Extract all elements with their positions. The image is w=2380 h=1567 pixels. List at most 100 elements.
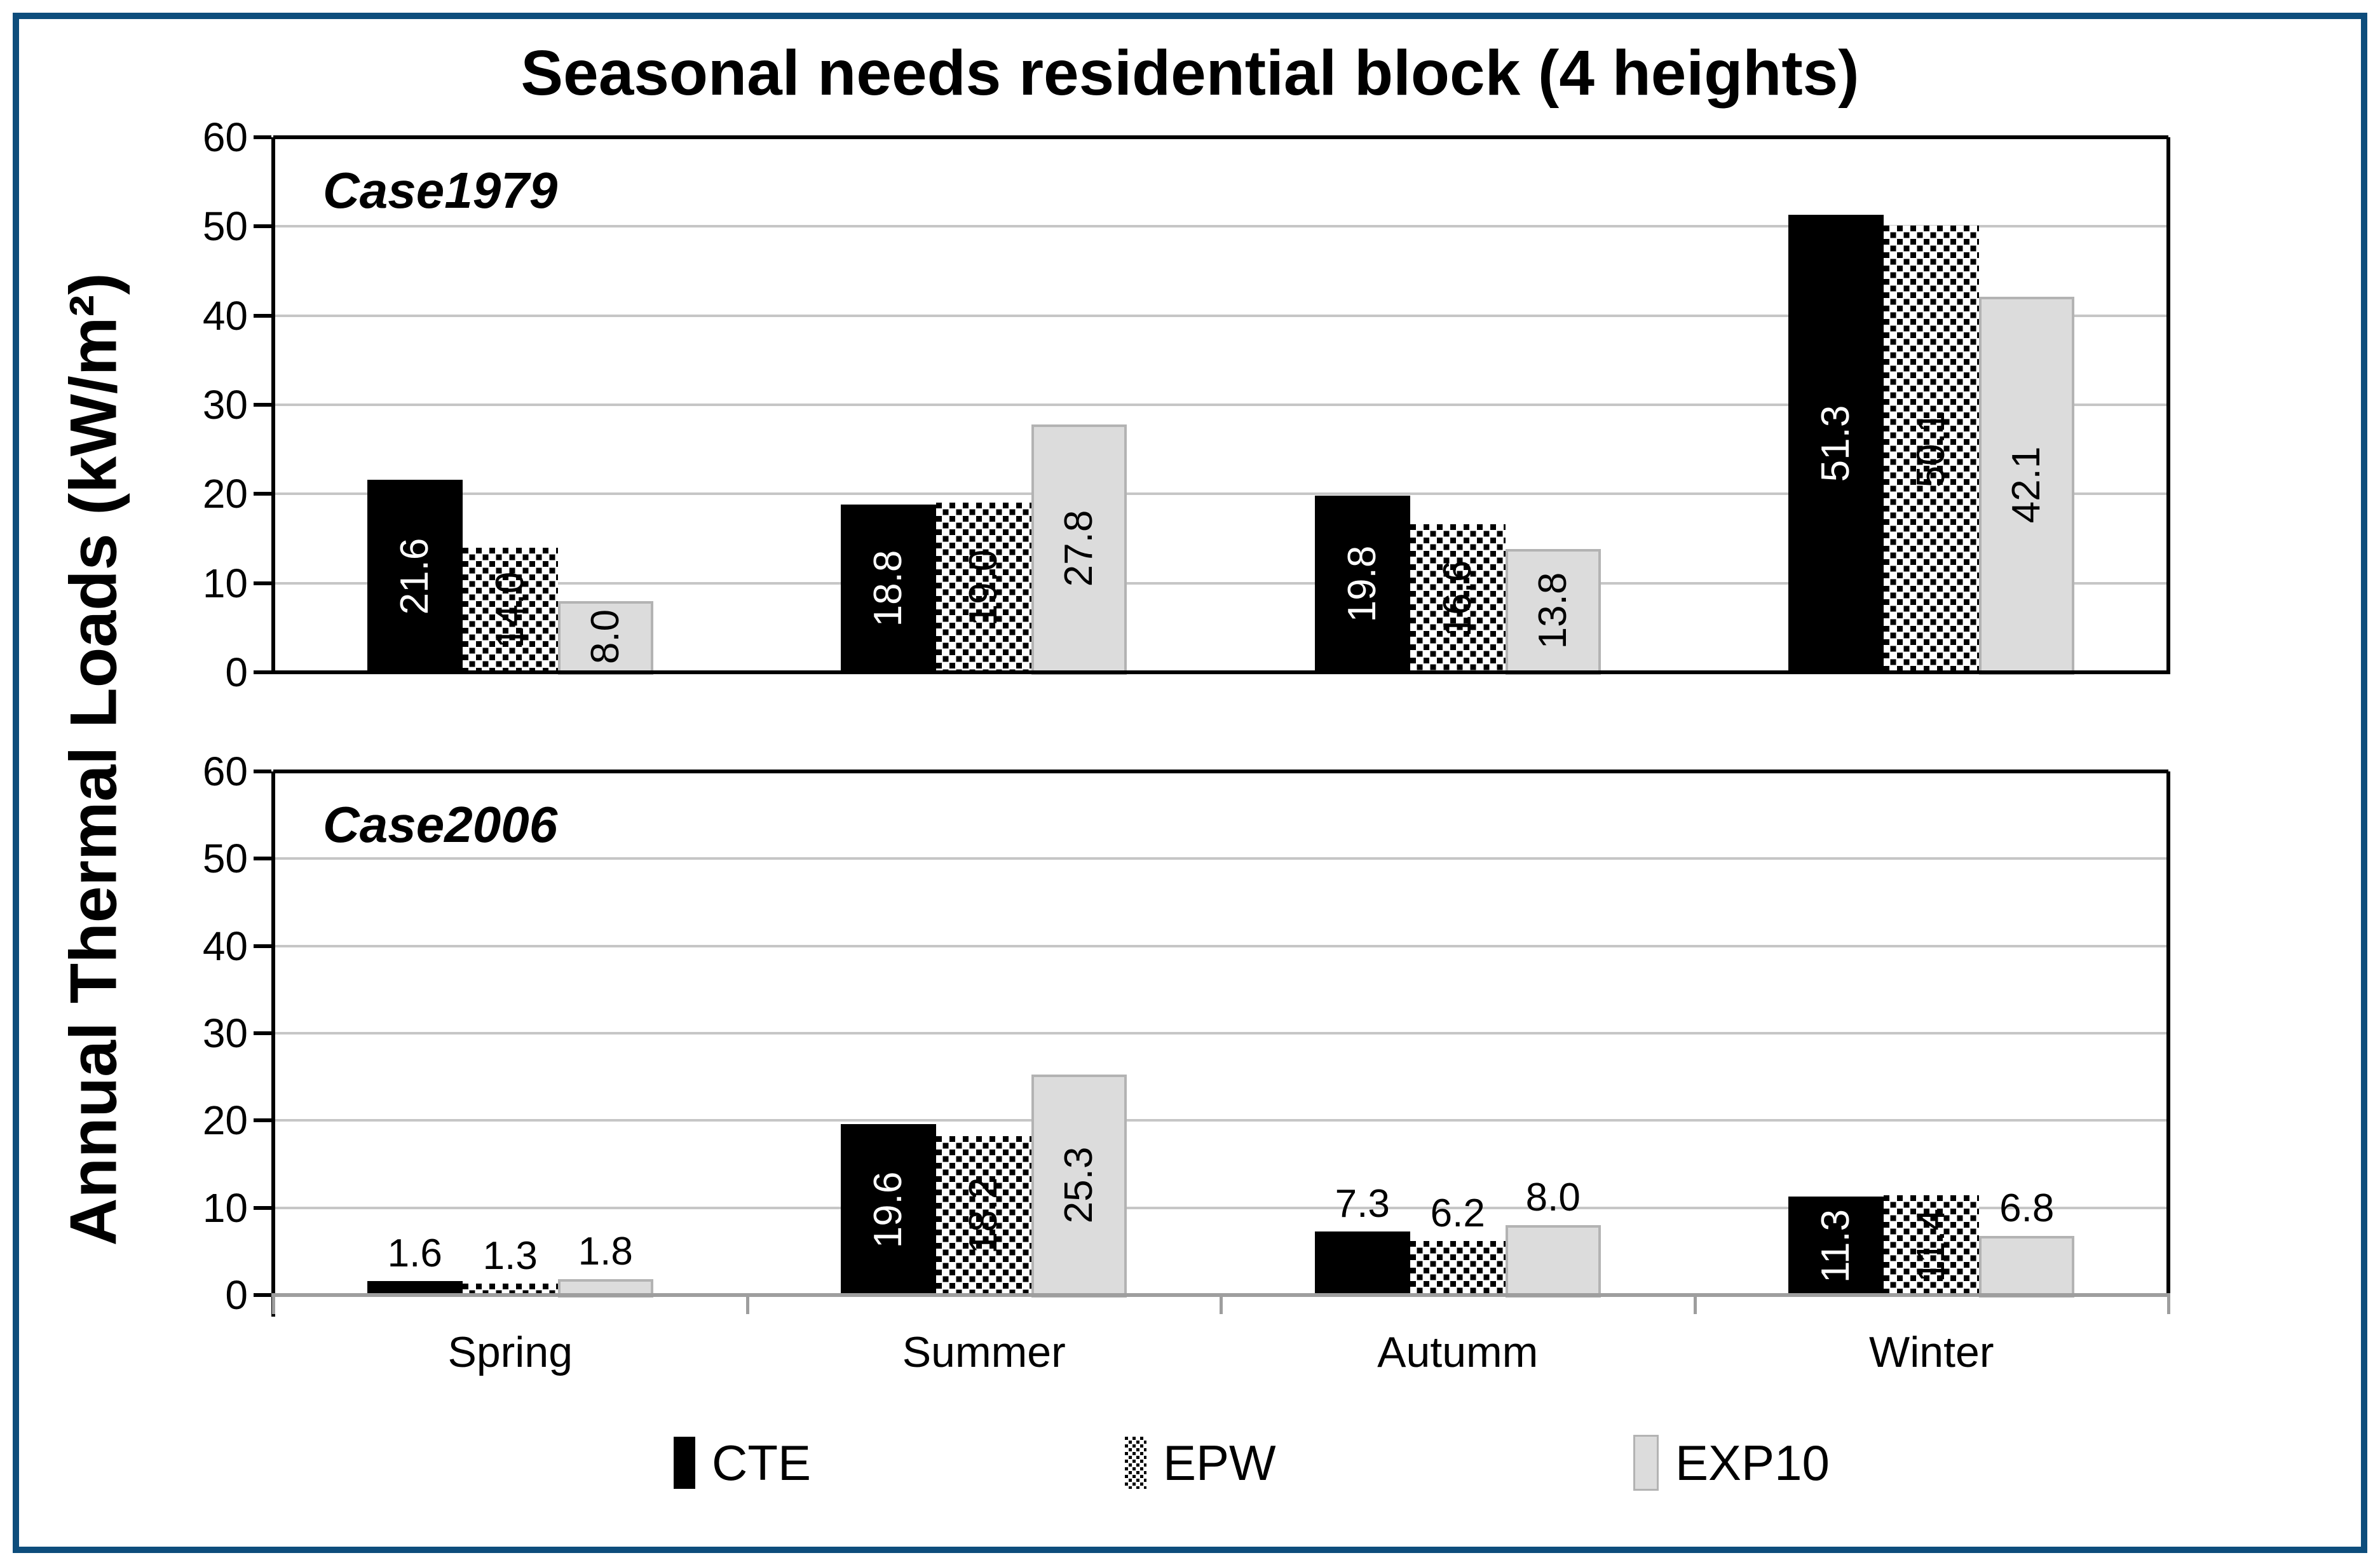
gridline-y50	[273, 225, 2168, 228]
y-tick-mark	[254, 492, 271, 496]
bar-cte-spring	[367, 480, 463, 672]
panel-label-case1979: Case1979	[323, 162, 558, 219]
plot-top-border	[273, 770, 2168, 773]
bar-value-label: 13.8	[1530, 572, 1575, 649]
legend-item-cte: CTE	[674, 1435, 811, 1491]
chart-title: Seasonal needs residential block (4 heig…	[520, 37, 1860, 109]
y-tick-label: 60	[202, 114, 248, 160]
y-tick-mark	[254, 1031, 271, 1035]
bar-exp10-autumm	[1505, 549, 1601, 675]
bar-value-label: 8.0	[1525, 1176, 1581, 1219]
x-category-tick	[1693, 1295, 1697, 1314]
bar-epw-summer	[936, 1136, 1032, 1295]
bar-cte-spring	[367, 1281, 463, 1295]
bar-value-label: 11.4	[1909, 1208, 1954, 1282]
plot-case2006: 0 10 20 30 40 50 60 1.6 19.6 7.3 11.3 1.3 18.2 6.2 11.…	[203, 750, 2170, 1317]
bar-cte-autumm	[1314, 496, 1410, 672]
bar-value-label: 7.3	[1335, 1182, 1390, 1226]
bar-epw-spring	[462, 548, 558, 672]
gridline-y50	[273, 857, 2168, 860]
legend-item-exp10: EXP10	[1633, 1435, 1830, 1491]
gridline-y10	[273, 1206, 2168, 1209]
bar-value-label: 18.8	[866, 550, 911, 627]
figure-border: Seasonal needs residential block (4 heig…	[13, 13, 2367, 1553]
y-tick-mark	[254, 313, 271, 318]
y-tick-label: 20	[202, 1097, 248, 1144]
y-tick-mark	[254, 1118, 271, 1123]
y-tick-label: 60	[202, 749, 248, 794]
bar-epw-winter	[1884, 226, 1980, 672]
x-category-label-spring: Spring	[447, 1328, 573, 1376]
y-axis-label: Annual Thermal Loads (kW/m²)	[57, 273, 131, 1246]
y-tick-mark	[254, 770, 271, 773]
y-tick-label: 30	[202, 1010, 248, 1056]
gridline-y20	[273, 492, 2168, 496]
y-tick-label: 50	[202, 203, 248, 250]
legend-label-exp10: EXP10	[1675, 1435, 1830, 1491]
y-tick-label: 40	[202, 292, 248, 339]
bar-value-label: 19.6	[866, 1171, 911, 1248]
bar-exp10-summer	[1031, 424, 1127, 675]
bar-value-label: 25.3	[1057, 1146, 1101, 1223]
bar-value-label: 18.2	[962, 1177, 1006, 1254]
plot-right-border	[2166, 771, 2170, 1295]
bar-epw-summer	[936, 503, 1032, 672]
y-tick-label: 40	[202, 923, 248, 969]
bar-value-label: 16.6	[1435, 560, 1479, 637]
y-tick-mark	[254, 944, 271, 948]
y-tick-label: 10	[202, 560, 248, 606]
x-category-tick	[2167, 1295, 2170, 1314]
bar-value-label: 14.0	[487, 571, 532, 649]
legend-label-epw: EPW	[1163, 1435, 1276, 1491]
x-category-tick	[1220, 1295, 1223, 1314]
y-tick-mark	[254, 224, 271, 229]
x-category-label-summer: Summer	[902, 1328, 1066, 1376]
plot-top-border	[273, 135, 2168, 139]
y-tick-mark	[254, 135, 271, 139]
x-axis-line	[271, 670, 2170, 674]
bar-value-label: 1.8	[578, 1230, 633, 1273]
y-tick-label: 30	[202, 382, 248, 428]
bar-epw-spring	[462, 1284, 558, 1295]
legend-item-epw: EPW	[1125, 1435, 1276, 1491]
bar-value-label: 1.6	[387, 1231, 442, 1275]
bar-cte-autumm	[1314, 1231, 1410, 1295]
y-tick-label: 0	[225, 1272, 248, 1318]
bar-exp10-summer	[1031, 1075, 1127, 1298]
plot-right-border	[2166, 137, 2170, 672]
bar-cte-summer	[841, 505, 937, 672]
y-axis-line	[271, 137, 275, 672]
bar-value-label: 21.6	[392, 538, 437, 614]
y-tick-label: 0	[225, 649, 248, 695]
gridline-y30	[273, 1032, 2168, 1034]
bar-value-label: 51.3	[1814, 405, 1858, 482]
bar-epw-autumm	[1410, 1241, 1506, 1295]
bar-value-label: 42.1	[2004, 446, 2049, 523]
bar-value-label: 8.0	[583, 609, 627, 665]
legend-label-cte: CTE	[712, 1435, 811, 1491]
y-tick-mark	[254, 581, 271, 585]
gridline-y40	[273, 944, 2168, 947]
epw-swatch-icon	[1125, 1437, 1146, 1489]
gridline-y30	[273, 404, 2168, 406]
bar-exp10-autumm	[1505, 1225, 1601, 1298]
bar-value-label: 1.3	[482, 1234, 538, 1278]
bar-exp10-winter	[1979, 297, 2075, 675]
gridline-y10	[273, 581, 2168, 585]
cte-swatch-icon	[674, 1437, 695, 1489]
bar-epw-winter	[1884, 1195, 1980, 1295]
y-tick-label: 20	[202, 471, 248, 517]
x-category-tick	[745, 1295, 749, 1314]
bar-value-label: 6.2	[1430, 1191, 1485, 1235]
bar-value-label: 19.0	[962, 549, 1006, 626]
y-tick-label: 10	[202, 1184, 248, 1231]
bar-cte-winter	[1788, 1197, 1884, 1295]
y-tick-mark	[254, 1293, 271, 1297]
x-category-label-autumm: Autumm	[1377, 1328, 1539, 1376]
bar-cte-summer	[841, 1124, 937, 1295]
y-tick-label: 50	[202, 836, 248, 882]
gridline-y40	[273, 314, 2168, 317]
bar-value-label: 27.8	[1057, 510, 1101, 587]
bar-value-label: 11.3	[1814, 1209, 1858, 1283]
